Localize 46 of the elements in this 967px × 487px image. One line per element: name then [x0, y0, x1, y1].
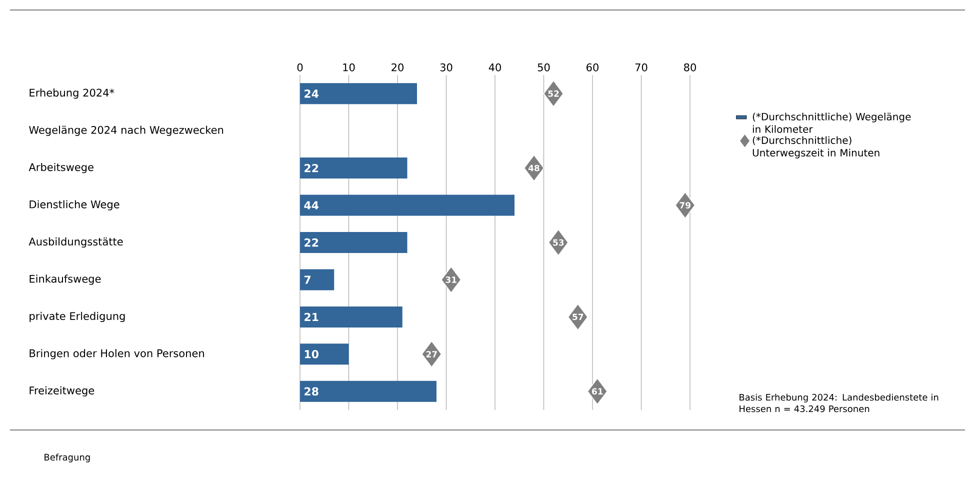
x-tick-label: 40	[488, 63, 501, 72]
x-tick-label: 10	[343, 63, 355, 72]
data-label: 10	[304, 350, 318, 358]
x-tick-label: 80	[684, 63, 696, 72]
x-tick-label: 30	[440, 63, 452, 72]
bar	[300, 158, 408, 179]
data-label: 21	[304, 312, 318, 322]
y-tick-label: private Erledigung	[30, 312, 125, 322]
y-tick-label: Erhebung 2024*	[30, 88, 114, 99]
legend-label: (*Durchschnittliche) Wegelänge in Kilometer	[752, 112, 911, 133]
data-label: 31	[446, 276, 456, 283]
bar	[300, 269, 334, 290]
data-label: 7	[304, 276, 310, 284]
bar	[300, 380, 436, 402]
data-label: 24	[304, 90, 319, 98]
bar	[300, 344, 349, 365]
data-label: 44	[304, 201, 319, 210]
x-tick-label: 60	[586, 63, 598, 72]
bar	[300, 194, 514, 216]
y-tick-label: Bringen oder Holen von Personen	[30, 349, 204, 360]
data-label: 52	[548, 90, 559, 97]
y-tick-label: Freizeitwege	[30, 386, 94, 396]
legend-label: (*Durchschnittliche) Unterwegszeit in Minuten	[752, 136, 880, 158]
x-tick-label: 20	[392, 63, 404, 72]
bar	[300, 232, 408, 254]
data-label: 22	[304, 238, 318, 247]
x-tick-label: 0	[297, 63, 303, 72]
data-label: 79	[680, 202, 691, 208]
y-tick-label: Wegelänge 2024 nach Wegezwecken	[29, 126, 224, 136]
text: Befragung	[44, 454, 90, 462]
data-label: 27	[426, 351, 437, 358]
data-label: 22	[304, 164, 318, 172]
data-label: 48	[528, 164, 540, 172]
y-tick-label: Einkaufswege	[30, 274, 101, 285]
data-label: 57	[572, 314, 584, 320]
y-tick-label: Arbeitswege	[28, 162, 94, 174]
data-label: 28	[304, 387, 318, 396]
y-tick-label: Dienstliche Wege	[30, 200, 120, 210]
bar	[300, 83, 417, 104]
data-label: 61	[592, 388, 603, 395]
x-tick-label: 50	[538, 63, 550, 72]
x-tick-label: 70	[635, 63, 648, 72]
y-tick-label: Ausbildungsstätte	[28, 237, 123, 248]
data-label: 53	[553, 239, 564, 246]
text: Basis Erhebung 2024: Landesbedienstete in Hessen n = 43.249 Personen	[740, 394, 938, 412]
bar	[300, 306, 402, 328]
